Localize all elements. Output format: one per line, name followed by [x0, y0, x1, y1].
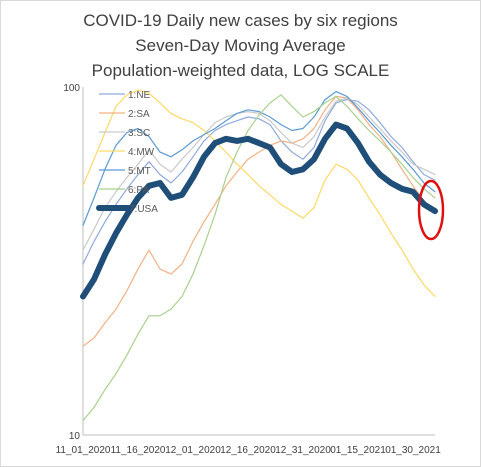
chart-title: COVID-19 Daily new cases by six regions [83, 11, 398, 30]
series-line-5-mt [82, 90, 436, 227]
legend-label: 3:SC [128, 128, 150, 139]
x-tick-label: 11_16_2020 [111, 445, 166, 456]
annotations [417, 179, 445, 241]
series-line-1-ne [82, 98, 436, 265]
y-tick-label: 10 [69, 431, 81, 442]
legend-label: 7:USA [129, 204, 158, 215]
series-line-2-sa [82, 95, 436, 347]
series-line-7-usa [80, 121, 438, 300]
x-tick-label: 12_31_2020 [275, 445, 331, 456]
highlight-ellipse [417, 179, 445, 241]
legend-label: 6:PA [128, 185, 149, 196]
legend: 1:NE 2:SA 3:SC 4:MW 5:MT 6:PA 7:USA [96, 90, 158, 215]
legend-label: 2:SA [128, 109, 150, 120]
axes: 100 10 11_01_2020 11_16_2020 12_01_2020 12_16… [56, 83, 442, 456]
legend-label: 4:MW [128, 147, 155, 158]
x-tick-label: 11_01_2020 [56, 445, 111, 456]
x-tick-label: 01_30_2021 [385, 445, 441, 456]
series-line-6-pa [82, 94, 436, 422]
series-line-4-mw [82, 89, 436, 298]
y-tick-label: 100 [63, 83, 80, 94]
chart-subtitle-2: Population-weighted data, LOG SCALE [91, 61, 390, 80]
legend-label: 5:MT [128, 166, 151, 177]
legend-label: 1:NE [128, 90, 151, 101]
x-tick-label: 12_01_2020 [165, 445, 221, 456]
series-layer [80, 89, 438, 422]
series-line-3-sc [82, 97, 436, 251]
x-tick-label: 01_15_2021 [330, 445, 386, 456]
x-tick-label: 12_16_2020 [220, 445, 276, 456]
chart-subtitle-1: Seven-Day Moving Average [135, 36, 346, 55]
